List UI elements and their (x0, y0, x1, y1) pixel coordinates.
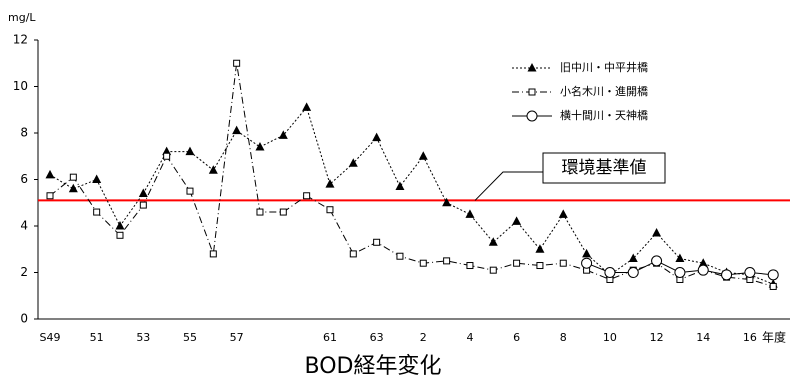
x-tick-label: 2 (420, 331, 427, 344)
marker (721, 269, 733, 281)
x-axis-label: 年度 (762, 330, 786, 345)
marker (92, 174, 102, 183)
x-tick-label: 53 (136, 331, 150, 344)
y-tick-label: 0 (20, 312, 28, 326)
marker (489, 266, 497, 274)
x-tick-label: 57 (230, 331, 244, 344)
marker (396, 252, 404, 260)
marker (256, 208, 264, 216)
marker (442, 197, 452, 207)
marker (395, 181, 405, 190)
marker (325, 179, 335, 188)
series-line (49, 106, 774, 285)
y-axis-label: mg/L (8, 11, 36, 24)
marker (582, 248, 592, 258)
marker (628, 253, 638, 263)
y-tick-label: 2 (20, 265, 28, 279)
x-tick-label: 12 (650, 331, 664, 344)
y-tick-label: 12 (13, 33, 28, 47)
x-tick-label: 6 (513, 331, 520, 344)
marker (348, 158, 358, 167)
marker (418, 151, 428, 160)
marker (115, 221, 125, 230)
marker (208, 165, 218, 174)
marker (138, 188, 148, 197)
marker (675, 253, 685, 263)
marker (349, 250, 357, 258)
marker (466, 262, 474, 270)
marker (581, 257, 593, 269)
marker (233, 59, 241, 67)
legend-label: 横十間川・天神橋 (560, 108, 648, 122)
marker (674, 267, 686, 278)
marker (185, 146, 195, 156)
marker (627, 267, 639, 278)
marker (465, 209, 475, 218)
marker (513, 259, 521, 267)
marker (526, 110, 538, 122)
marker (443, 257, 451, 265)
annotation-box (542, 152, 666, 184)
marker (604, 267, 616, 278)
x-tick-label: 4 (466, 331, 473, 344)
marker (46, 192, 54, 200)
marker (536, 262, 544, 270)
x-tick-label: 10 (603, 331, 617, 344)
marker (697, 264, 709, 276)
marker (209, 250, 217, 258)
marker (372, 132, 382, 142)
x-tick-label: 51 (90, 331, 104, 344)
legend-label: 小名木川・進開橋 (560, 84, 648, 98)
marker (558, 209, 568, 218)
marker (186, 187, 194, 195)
annotation: 環境基準値 (562, 158, 647, 178)
marker (93, 208, 101, 216)
legend-label: 旧中川・中平井橋 (560, 60, 648, 74)
marker (326, 206, 334, 214)
marker (232, 125, 242, 135)
marker (698, 258, 708, 267)
marker (512, 216, 522, 225)
y-tick-label: 10 (13, 79, 28, 93)
x-tick-label: 8 (560, 331, 567, 344)
annotation-leader (474, 171, 543, 201)
marker (535, 244, 545, 253)
marker (488, 237, 498, 246)
x-tick-label: 55 (183, 331, 197, 344)
marker (528, 88, 536, 96)
marker (744, 267, 756, 278)
marker (559, 259, 567, 267)
marker (279, 208, 287, 216)
marker (652, 227, 662, 237)
marker (116, 231, 124, 239)
marker (139, 201, 147, 209)
x-tick-label: 63 (370, 331, 384, 344)
marker (303, 192, 311, 200)
marker (527, 63, 537, 72)
marker (68, 183, 78, 193)
y-tick-label: 4 (20, 219, 28, 233)
marker (69, 173, 77, 181)
x-tick-label: 16 (743, 331, 757, 344)
marker (419, 259, 427, 267)
marker (651, 255, 663, 267)
marker (769, 282, 777, 290)
marker (302, 102, 312, 111)
y-tick-label: 8 (20, 126, 28, 140)
y-tick-label: 6 (20, 172, 28, 186)
marker (373, 238, 381, 246)
marker (163, 152, 171, 160)
x-tick-label: 61 (323, 331, 337, 344)
x-tick-label: S49 (40, 331, 61, 344)
marker (278, 130, 288, 139)
marker (45, 169, 55, 179)
marker (767, 269, 779, 281)
x-tick-label: 14 (696, 331, 710, 344)
chart-title: BOD経年変化 (305, 354, 442, 379)
marker (255, 141, 265, 151)
